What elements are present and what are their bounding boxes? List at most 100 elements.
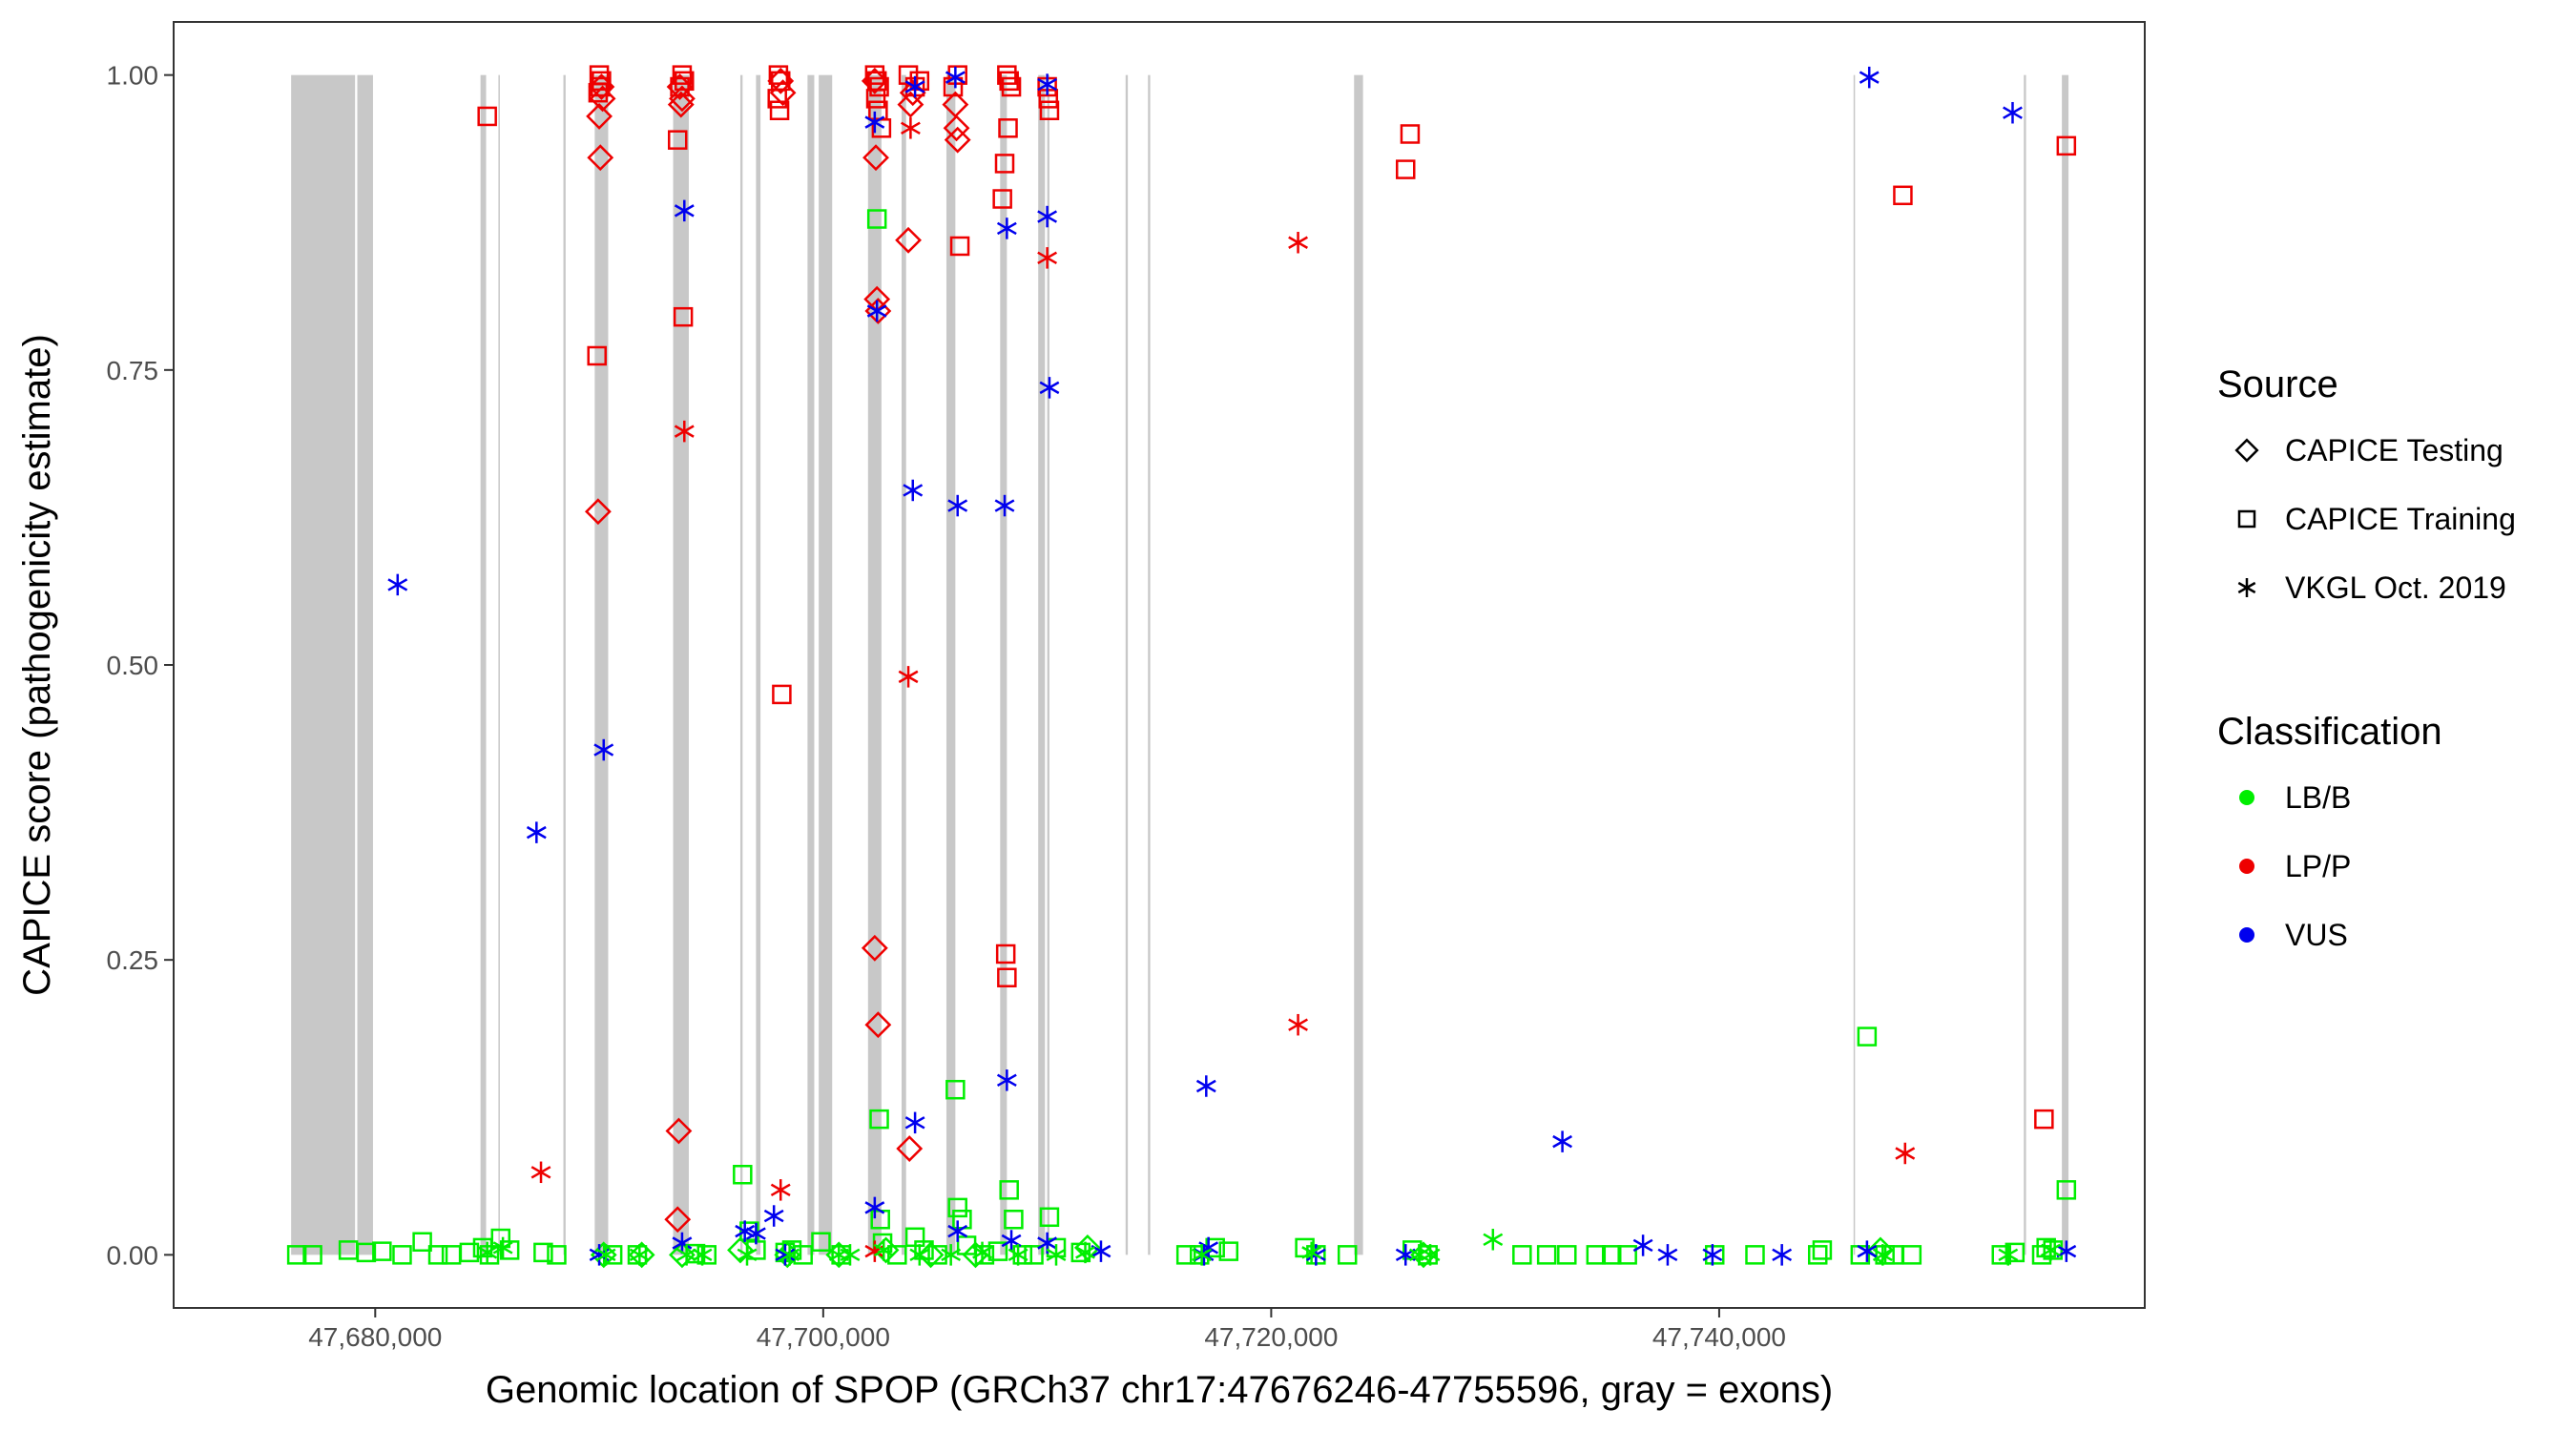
data-point-square: [547, 1245, 567, 1265]
data-point-asterisk: [387, 573, 408, 596]
data-point-asterisk: [972, 1241, 992, 1264]
data-point-diamond: [664, 1206, 692, 1234]
data-point-square: [1901, 1245, 1922, 1265]
data-point-square: [587, 345, 607, 366]
data-point-square: [1039, 1207, 1060, 1228]
data-point-asterisk: [1037, 73, 1058, 95]
data-point-square: [459, 1242, 480, 1263]
data-point-asterisk: [1895, 1142, 1916, 1165]
data-point-asterisk: [1288, 232, 1308, 254]
data-point-square: [866, 209, 887, 229]
data-point-asterisk: [1772, 1244, 1793, 1266]
data-point-asterisk: [947, 494, 968, 517]
data-point-diamond: [897, 91, 924, 118]
legend-key-square: [2237, 509, 2256, 529]
data-point-asterisk: [735, 1220, 756, 1242]
data-point-square: [1396, 159, 1416, 179]
data-point-square: [356, 1242, 377, 1263]
data-point-square: [2034, 1109, 2054, 1130]
data-point-asterisk: [1998, 1244, 2019, 1266]
data-point-asterisk: [866, 300, 887, 322]
data-point-asterisk: [909, 1244, 930, 1266]
data-point-asterisk: [770, 1179, 791, 1201]
data-point-square: [1601, 1245, 1622, 1265]
data-point-asterisk: [941, 1244, 962, 1266]
data-point-square: [793, 1245, 813, 1265]
data-point-asterisk: [1046, 1244, 1067, 1266]
data-point-square: [1586, 1245, 1607, 1265]
data-point-square: [286, 1245, 307, 1265]
y-tick-label: 0.50: [107, 651, 159, 680]
data-point-diamond: [667, 91, 695, 118]
data-point-asterisk: [1420, 1244, 1441, 1266]
data-point-diamond: [944, 126, 971, 154]
x-tick-label: 47,680,000: [308, 1322, 442, 1352]
data-point-square: [533, 1242, 553, 1263]
data-point-square: [999, 1180, 1019, 1200]
exon-band: [357, 74, 373, 1255]
exon-band: [480, 74, 487, 1255]
data-point-asterisk: [2040, 1239, 2061, 1261]
data-point-square: [670, 76, 690, 97]
exon-band: [739, 74, 743, 1255]
exon-band: [867, 74, 882, 1255]
data-point-diamond: [587, 144, 614, 172]
data-point-square: [947, 1197, 967, 1218]
legend-label-classification: LP/P: [2285, 849, 2351, 883]
data-point-square: [1745, 1245, 1765, 1265]
data-point-square: [673, 306, 694, 327]
data-point-square: [2056, 135, 2077, 156]
exon-band: [2062, 74, 2069, 1255]
data-point-asterisk: [530, 1161, 551, 1184]
x-tick-label: 47,700,000: [757, 1322, 890, 1352]
data-point-square: [1400, 124, 1421, 144]
data-point-square: [987, 1241, 1008, 1261]
y-axis: 0.00 0.25 0.50 0.75 1.00: [107, 61, 174, 1270]
data-point-diamond: [669, 1241, 696, 1269]
data-point-diamond: [665, 1117, 693, 1145]
data-point-diamond: [896, 1135, 924, 1162]
data-point-asterisk: [996, 1069, 1017, 1091]
data-point-square: [997, 65, 1017, 85]
exon-band: [1000, 74, 1008, 1255]
data-point-square: [1893, 185, 1913, 206]
legend-classification-title: Classification: [2217, 711, 2442, 753]
data-point-asterisk: [1075, 1241, 1095, 1264]
data-point-square: [994, 154, 1015, 174]
data-point-square: [772, 684, 792, 705]
data-point-square: [811, 1232, 831, 1252]
legend-label-classification: VUS: [2285, 918, 2348, 952]
data-point-square: [887, 1245, 907, 1265]
data-point-square: [412, 1232, 432, 1252]
legend-label-classification: LB/B: [2285, 780, 2351, 815]
data-point-square: [392, 1245, 412, 1265]
data-point-asterisk: [2003, 101, 2023, 124]
data-points: [286, 65, 2077, 1269]
data-point-diamond: [861, 934, 888, 962]
exon-band: [1125, 74, 1129, 1255]
data-point-square: [997, 967, 1017, 987]
data-point-square: [998, 118, 1018, 138]
data-point-square: [1012, 1245, 1033, 1265]
data-point-diamond: [864, 1011, 892, 1039]
data-point-asterisk: [903, 479, 924, 502]
y-tick-label: 0.75: [107, 356, 159, 385]
data-point-diamond: [586, 103, 613, 130]
data-point-asterisk: [1037, 247, 1058, 269]
data-point-asterisk: [1483, 1229, 1504, 1251]
legend-label-source: VKGL Oct. 2019: [2285, 570, 2506, 605]
data-point-asterisk: [1037, 205, 1058, 228]
data-point-diamond: [584, 498, 612, 526]
data-point-asterisk: [1008, 1244, 1028, 1266]
data-point-asterisk: [779, 1244, 800, 1266]
x-tick-label: 47,720,000: [1204, 1322, 1338, 1352]
data-point-asterisk: [904, 1111, 925, 1134]
data-point-asterisk: [1039, 377, 1060, 399]
data-point-square: [1004, 1209, 1024, 1230]
data-point-square: [1617, 1245, 1637, 1265]
data-point-square: [767, 89, 787, 109]
data-point-asterisk: [595, 1244, 616, 1266]
data-point-square: [733, 1165, 753, 1185]
data-point-asterisk: [629, 1244, 650, 1266]
